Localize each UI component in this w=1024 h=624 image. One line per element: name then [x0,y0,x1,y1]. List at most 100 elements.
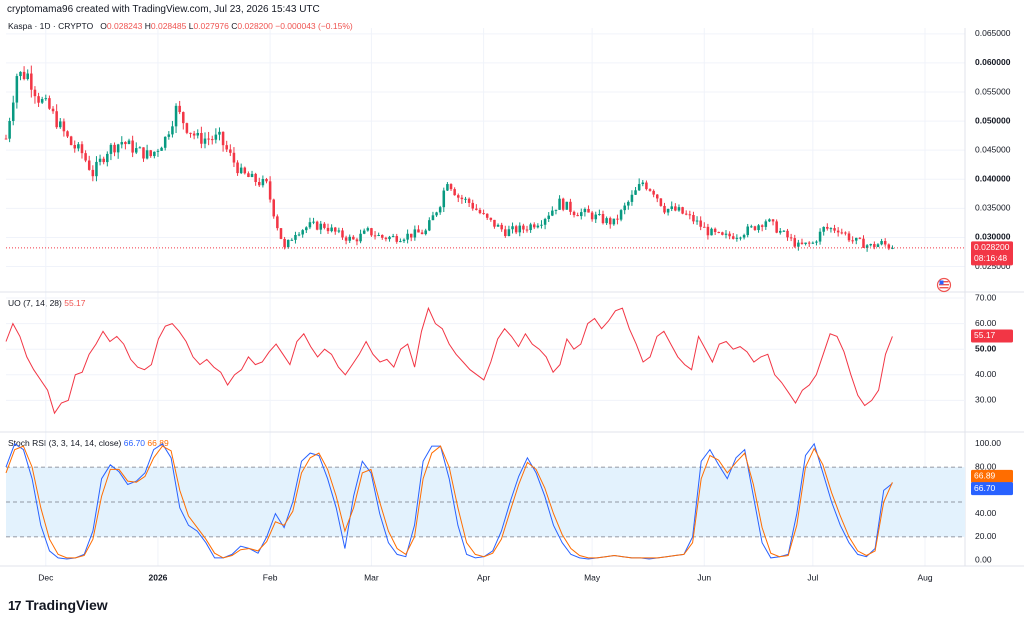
candle [435,211,438,217]
candle-body [659,198,663,206]
change-value: −0.000043 (−0.15%) [275,21,353,31]
time-tick-label: 2026 [148,572,167,582]
candle [312,217,315,225]
us-flag-icon[interactable] [936,277,952,293]
candle [482,209,485,215]
candle [887,243,891,251]
candle-body [178,105,181,113]
candle [804,242,807,246]
candle-body [619,210,623,220]
stoch-rsi-d-tag-text: 66.89 [974,471,996,481]
candle [362,228,366,235]
candle [551,206,554,217]
candle [156,148,160,157]
candle [250,170,254,178]
candle-body [598,214,601,216]
candle-body [315,221,319,230]
candle-body [286,239,290,248]
price-tag-text: 0.028200 [974,242,1010,252]
candle-body [348,236,351,241]
candle-body [247,173,250,178]
candle-body [797,242,800,247]
high-value: 0.028485 [150,21,187,31]
candle-body [630,194,634,202]
price-tick-label: 0.045000 [975,144,1011,154]
candle-body [779,230,782,233]
candle-body [731,236,735,239]
candle [40,96,44,105]
candle-body [496,224,500,227]
tradingview-logo-icon: 17 [8,597,22,613]
candle-body [312,221,315,223]
candle [717,231,721,234]
candle [33,86,37,104]
candle [583,207,587,217]
price-axis[interactable]: 0.065000 0.060000 0.055000 0.050000 0.045000… [975,28,1011,271]
candle-body [308,222,312,228]
candle [344,235,348,245]
candle-body [297,234,301,236]
candle-body [482,213,485,215]
candle [605,216,608,225]
candle-body [551,210,554,216]
candle-body [319,223,323,230]
uo-legend[interactable]: UO (7, 14, 28) 55.17 [8,298,86,308]
candle [876,243,880,248]
candle [659,198,663,207]
candle-body [431,215,435,221]
grid [6,28,965,566]
candle [699,216,702,231]
candle-body [456,195,460,198]
candle-body [869,244,872,246]
candle [315,220,319,231]
candle-body [276,216,279,229]
candle [721,231,724,236]
candle-body [703,226,706,228]
price-tick-label: 0.055000 [975,86,1011,96]
candle-body [583,208,587,213]
candle [869,243,872,247]
candle [232,147,236,168]
candle-body [254,173,257,183]
candle [341,227,344,240]
candle [417,225,420,233]
candle [536,223,540,229]
candle [807,241,811,247]
candle [333,226,337,235]
candle [851,236,854,244]
candle [366,226,370,232]
candle [525,225,529,233]
candle-body [768,219,771,222]
candle-body [782,230,786,232]
candle [703,222,706,228]
candle [359,229,362,244]
candle-body [757,225,760,231]
candle-body [663,205,666,213]
time-axis[interactable]: Dec 2026 Feb Mar Apr May Jun Jul Aug [38,572,933,582]
candle-body [87,160,91,170]
candle [598,209,601,216]
candle-body [815,241,818,243]
candle-body [858,237,862,239]
candle-body [258,182,261,186]
candle-body [681,207,684,214]
candle-body [80,144,84,154]
candle-body [330,227,333,232]
candle-body [406,233,409,240]
candle [239,163,243,175]
symbol-label[interactable]: Kaspa · 1D · CRYPTO [8,21,94,31]
candle-body [540,224,543,226]
candle [185,122,189,135]
tradingview-logo[interactable]: 17 TradingView [8,597,108,613]
candle-body [822,226,825,232]
candle-body [706,226,710,236]
candle-body [167,134,171,137]
candle [883,238,887,247]
candle-body [131,140,134,153]
candle-body [370,228,373,236]
candle [750,224,753,228]
candle [616,214,619,225]
candle [543,217,547,230]
candle-body [721,232,724,235]
